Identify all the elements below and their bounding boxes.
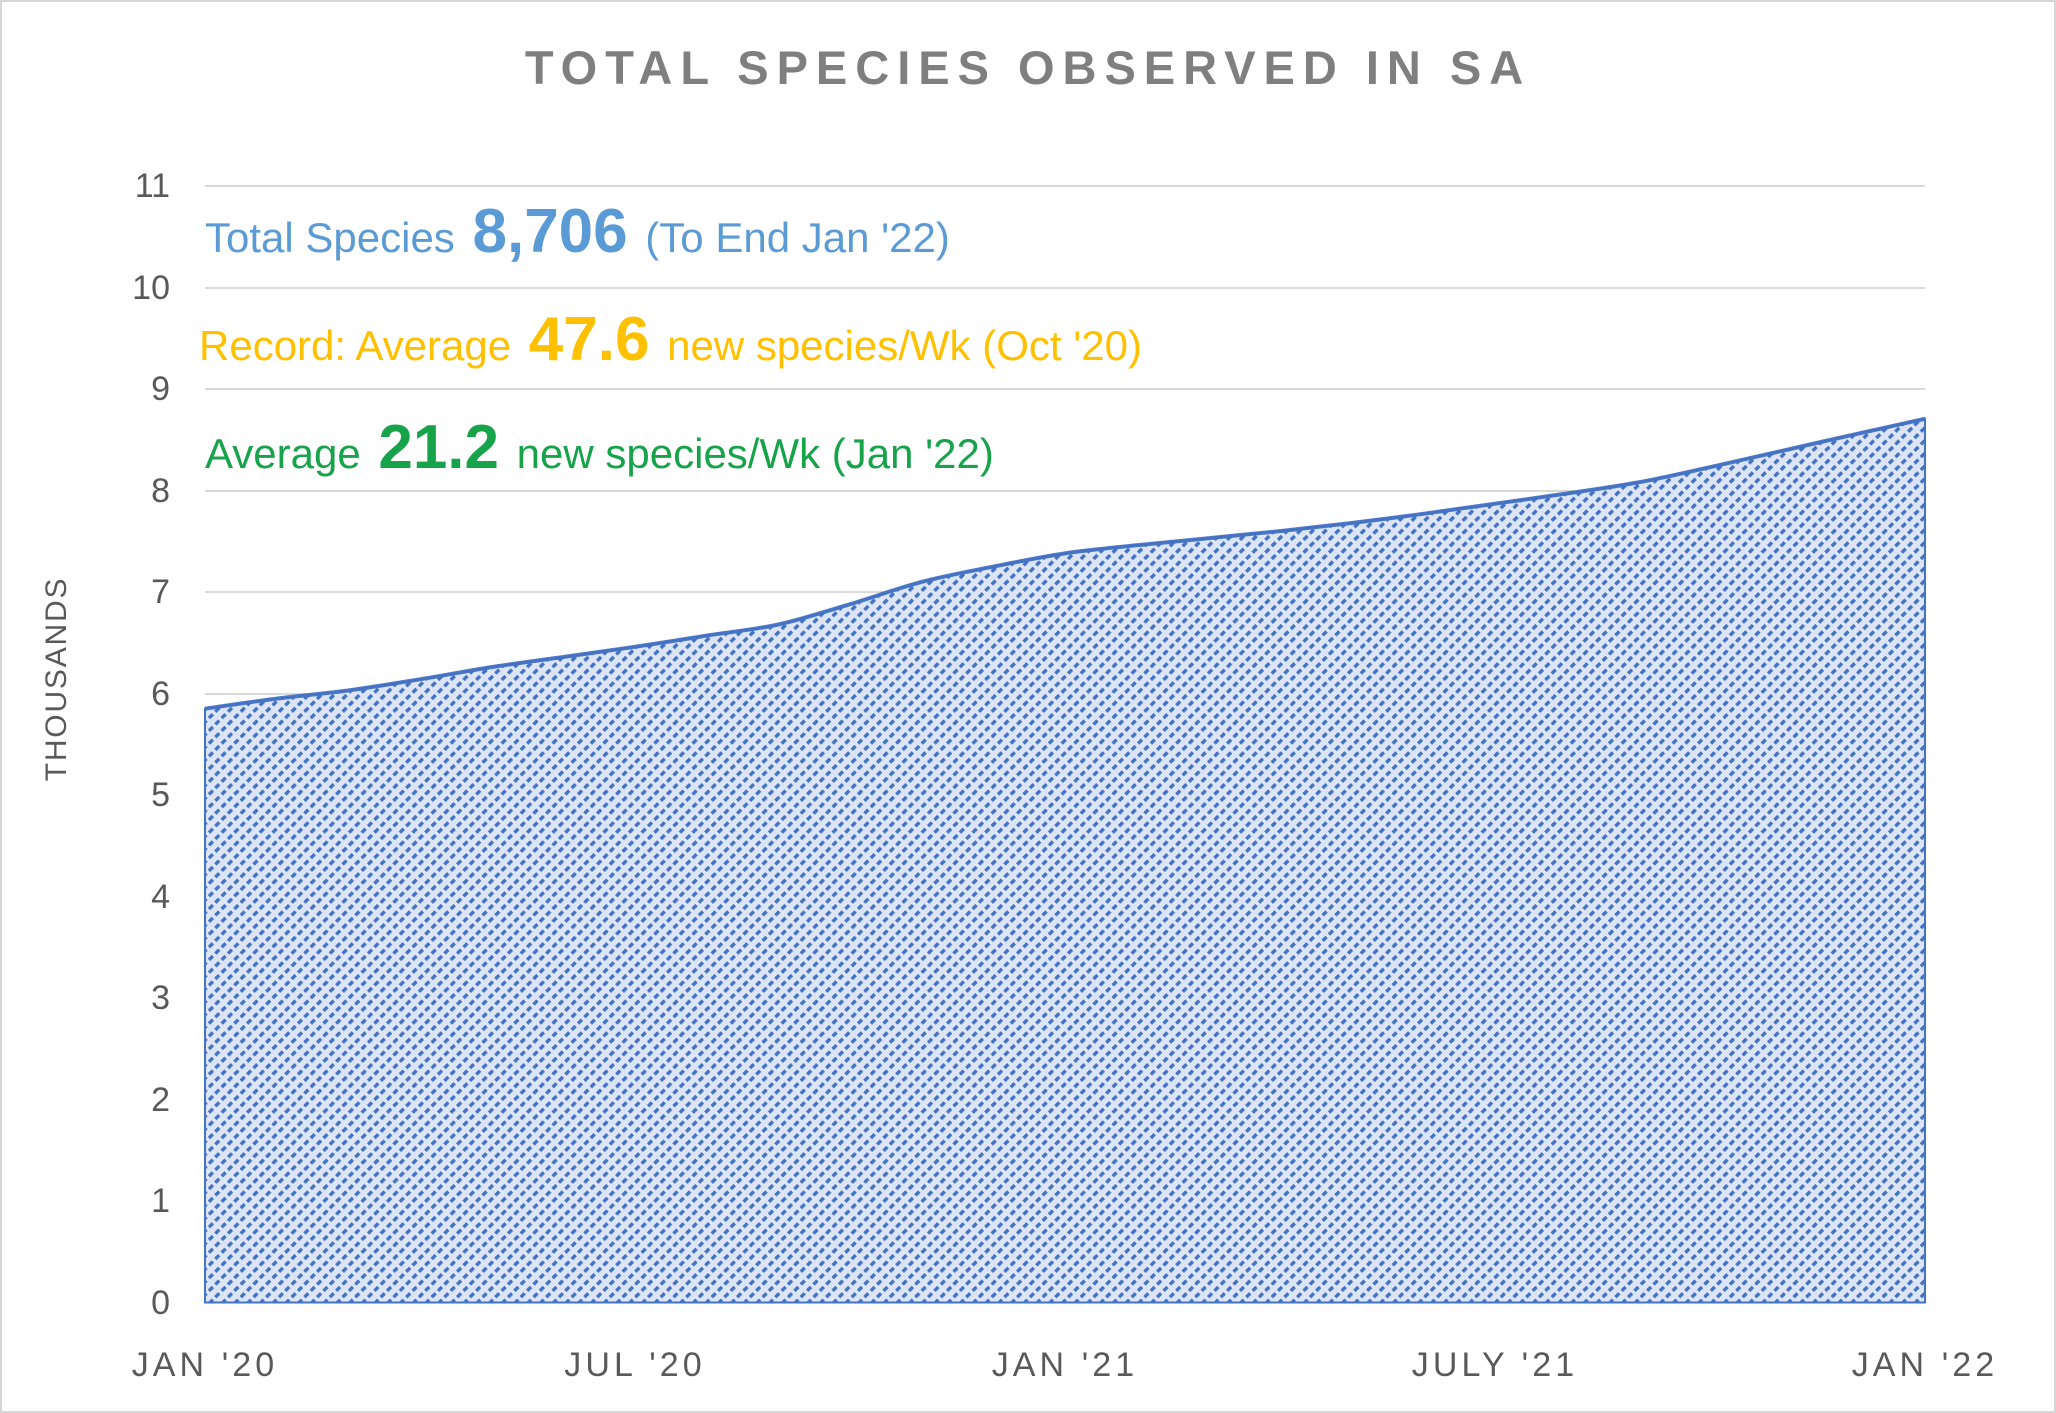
annotation-total-value: 8,706 bbox=[472, 197, 628, 266]
annotation-record-suffix: new species/Wk (Oct '20) bbox=[655, 322, 1142, 369]
y-tick-label: 3 bbox=[151, 979, 170, 1017]
annotation-current-prefix: Average bbox=[205, 430, 373, 477]
area-series-top-line bbox=[204, 416, 1926, 711]
gridline bbox=[205, 286, 1925, 289]
y-tick-label: 0 bbox=[151, 1283, 170, 1322]
x-tick-label: JUL '20 bbox=[564, 1346, 706, 1384]
y-tick-label: 1 bbox=[151, 1182, 170, 1220]
gridline bbox=[205, 185, 1925, 187]
annotation-record-prefix: Record: Average bbox=[199, 322, 523, 369]
x-tick-label: JAN '21 bbox=[991, 1346, 1139, 1384]
annotation-current-average: Average 21.2 new species/Wk (Jan '22) bbox=[205, 416, 994, 486]
y-tick-label: 2 bbox=[151, 1080, 170, 1119]
x-tick-label: JULY '21 bbox=[1411, 1346, 1579, 1384]
annotation-current-value: 21.2 bbox=[378, 413, 500, 482]
y-tick-label: 10 bbox=[132, 268, 170, 307]
y-tick-label: 8 bbox=[151, 471, 170, 510]
gridline bbox=[205, 489, 1925, 492]
annotation-record-value: 47.6 bbox=[528, 305, 650, 374]
y-axis-title: THOUSANDS bbox=[40, 576, 73, 782]
x-tick-label: JAN '22 bbox=[1851, 1346, 1999, 1384]
annotation-total-suffix: (To End Jan '22) bbox=[633, 214, 950, 261]
y-tick-label: 5 bbox=[151, 776, 170, 814]
area-series-fill bbox=[204, 417, 1926, 1304]
annotation-record-average: Record: Average 47.6 new species/Wk (Oct… bbox=[199, 308, 1142, 378]
y-tick-label: 4 bbox=[151, 877, 170, 916]
annotation-total-prefix: Total Species bbox=[205, 214, 467, 261]
chart-title: TOTAL SPECIES OBSERVED IN SA bbox=[524, 41, 1532, 94]
x-tick-label: JAN '20 bbox=[131, 1346, 279, 1384]
annotation-total-species: Total Species 8,706 (To End Jan '22) bbox=[205, 200, 950, 270]
y-tick-label: 11 bbox=[134, 167, 170, 205]
gridline bbox=[205, 388, 1925, 390]
y-tick-label: 6 bbox=[151, 674, 170, 713]
y-tick-label: 9 bbox=[151, 370, 170, 408]
annotation-current-suffix: new species/Wk (Jan '22) bbox=[505, 430, 994, 477]
y-tick-label: 7 bbox=[151, 573, 170, 611]
